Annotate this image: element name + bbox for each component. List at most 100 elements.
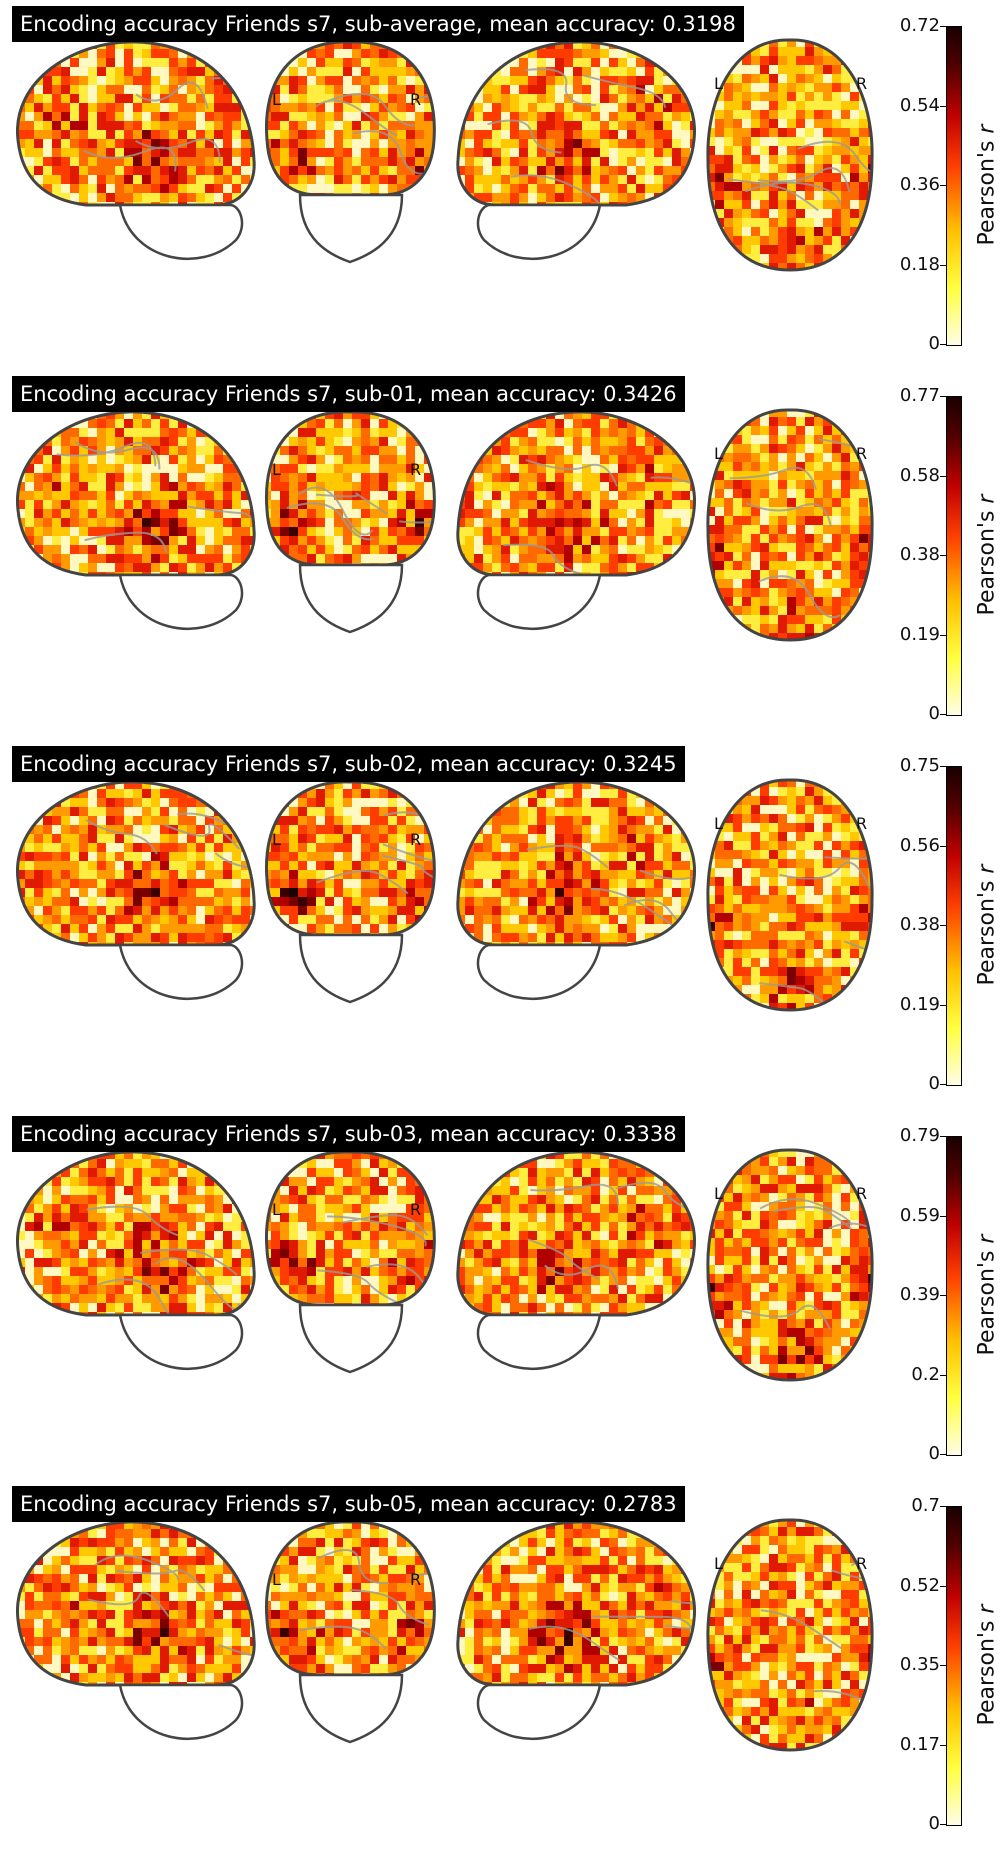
left-sagittal-view-heatmap xyxy=(17,41,255,205)
colorbar-tick-mark xyxy=(940,185,946,186)
colorbar-tick-label: 0.72 xyxy=(899,15,940,36)
left-hemisphere-label: L xyxy=(714,1184,723,1203)
colorbar-tick-mark xyxy=(940,845,946,847)
panel-title: Encoding accuracy Friends s7, sub-averag… xyxy=(12,6,744,42)
axial-view-heatmap xyxy=(707,779,873,1011)
coronal-view-outline xyxy=(264,780,436,937)
left-hemisphere-label: L xyxy=(272,1570,281,1589)
colorbar-tick-label: 0.18 xyxy=(899,253,940,275)
colorbar-tick-mark xyxy=(940,1824,946,1825)
colorbar-tick-label: 0.19 xyxy=(899,993,940,1015)
right-hemisphere-label: R xyxy=(856,1184,868,1203)
colorbar-tick-label: 0.2 xyxy=(911,1363,940,1385)
cerebellum-outline xyxy=(476,943,602,1001)
colorbar-label: Pearson's r xyxy=(970,1506,1004,1824)
colorbar-label: Pearson's r xyxy=(970,766,1004,1084)
colorbar-tick-label: 0.38 xyxy=(899,914,940,935)
cerebellum-outline xyxy=(298,563,404,634)
colorbar-label-variable: r xyxy=(974,1604,1000,1614)
colorbar-tick-mark xyxy=(940,634,946,636)
colorbar-tick-mark xyxy=(940,26,946,27)
axial-view-heatmap xyxy=(707,409,873,641)
colorbar-label: Pearson's r xyxy=(970,1136,1004,1454)
colorbar-label-text: Pearson's xyxy=(974,1613,1000,1726)
brain-map-panel: L R L R Encoding accuracy Friends s7, sub-02… xyxy=(0,740,1004,1110)
colorbar-tick-label: 0 xyxy=(928,1443,940,1464)
colorbar-tick-label: 0.58 xyxy=(899,464,940,486)
colorbar-tick-mark xyxy=(940,1084,946,1085)
cerebellum-outline xyxy=(118,1683,244,1741)
colorbar-tick-mark xyxy=(940,1454,946,1455)
right-sagittal-view-outline xyxy=(456,1520,696,1687)
brain-map-panel: L R L R Encoding accuracy Friends s7, sub-av… xyxy=(0,0,1004,370)
colorbar-tick-label: 0.39 xyxy=(899,1284,940,1305)
axial-view-outline xyxy=(706,38,874,272)
colorbar-tick-mark xyxy=(940,1215,946,1217)
left-hemisphere-label: L xyxy=(714,1554,723,1573)
left-sagittal-view-outline xyxy=(16,780,256,947)
left-hemisphere-label: L xyxy=(272,90,281,109)
colorbar-label-variable: r xyxy=(974,124,1000,134)
right-hemisphere-label: R xyxy=(410,1570,422,1589)
axial-view-outline xyxy=(706,1518,874,1752)
colorbar xyxy=(946,766,962,1086)
colorbar-label-variable: r xyxy=(974,1234,1000,1244)
colorbar-tick-mark xyxy=(940,925,946,926)
right-hemisphere-label: R xyxy=(856,1554,868,1573)
colorbar-label-variable: r xyxy=(974,494,1000,504)
colorbar-tick-label: 0.35 xyxy=(899,1654,940,1675)
glass-brain-views xyxy=(16,1148,874,1382)
panel-title: Encoding accuracy Friends s7, sub-02, me… xyxy=(12,746,685,782)
colorbar-tick-mark xyxy=(940,766,946,767)
colorbar-label-text: Pearson's xyxy=(974,503,1000,616)
right-sagittal-view-outline xyxy=(456,410,696,577)
colorbar-label: Pearson's r xyxy=(970,396,1004,714)
cerebellum-outline xyxy=(118,203,244,261)
left-hemisphere-label: L xyxy=(272,1200,281,1219)
colorbar-label-text: Pearson's xyxy=(974,1243,1000,1356)
brain-map-panel: L R L R Encoding accuracy Friends s7, sub-01… xyxy=(0,370,1004,740)
cerebellum-outline xyxy=(298,1673,404,1744)
coronal-view-outline xyxy=(264,40,436,197)
cerebellum-outline xyxy=(298,933,404,1004)
colorbar-tick-mark xyxy=(940,1506,946,1507)
colorbar-tick-label: 0.59 xyxy=(899,1204,940,1226)
colorbar-tick-mark xyxy=(940,1665,946,1666)
right-hemisphere-label: R xyxy=(410,90,422,109)
coronal-view-outline xyxy=(264,1520,436,1677)
colorbar-tick-mark xyxy=(940,344,946,345)
colorbar-tick-mark xyxy=(940,1744,946,1746)
colorbar-tick-label: 0.77 xyxy=(899,385,940,406)
panel-title: Encoding accuracy Friends s7, sub-05, me… xyxy=(12,1486,685,1522)
cerebellum-outline xyxy=(298,193,404,264)
left-hemisphere-label: L xyxy=(714,444,723,463)
colorbar-tick-mark xyxy=(940,264,946,266)
right-hemisphere-label: R xyxy=(410,1200,422,1219)
colorbar-tick-label: 0 xyxy=(928,333,940,354)
axial-view-outline xyxy=(706,1148,874,1382)
right-hemisphere-label: R xyxy=(856,814,868,833)
colorbar-tick-mark xyxy=(940,105,946,107)
left-sagittal-view-outline xyxy=(16,1520,256,1687)
right-hemisphere-label: R xyxy=(856,74,868,93)
colorbar-tick-mark xyxy=(940,1585,946,1587)
colorbar-label: Pearson's r xyxy=(970,26,1004,344)
colorbar-label-text: Pearson's xyxy=(974,133,1000,246)
glass-brain-views xyxy=(16,38,874,272)
cerebellum-outline xyxy=(298,1303,404,1374)
cerebellum-outline xyxy=(476,1683,602,1741)
colorbar-tick-mark xyxy=(940,475,946,477)
glass-brain-views xyxy=(16,778,874,1012)
colorbar-tick-label: 0.38 xyxy=(899,544,940,565)
colorbar-tick-label: 0 xyxy=(928,1813,940,1834)
colorbar-tick-label: 0 xyxy=(928,1073,940,1094)
colorbar-tick-label: 0.36 xyxy=(899,174,940,195)
glass-brain-views xyxy=(16,408,874,642)
left-sagittal-view-outline xyxy=(16,40,256,207)
colorbar-tick-mark xyxy=(940,555,946,556)
colorbar-tick-mark xyxy=(940,396,946,397)
colorbar-tick-label: 0.7 xyxy=(911,1495,940,1516)
colorbar-tick-mark xyxy=(940,1374,946,1376)
colorbar-tick-label: 0.17 xyxy=(899,1733,940,1755)
